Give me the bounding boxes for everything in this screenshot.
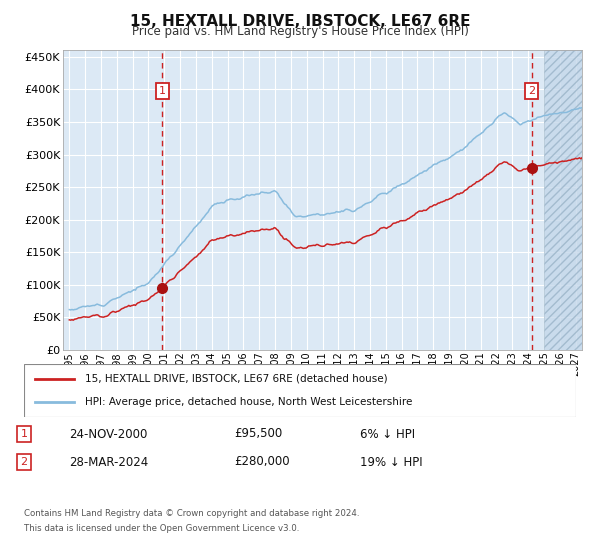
Text: 19% ↓ HPI: 19% ↓ HPI [360, 455, 422, 469]
Bar [544, 50, 582, 350]
Text: 15, HEXTALL DRIVE, IBSTOCK, LE67 6RE: 15, HEXTALL DRIVE, IBSTOCK, LE67 6RE [130, 14, 470, 29]
Text: £95,500: £95,500 [234, 427, 282, 441]
Text: 2: 2 [528, 86, 535, 96]
Text: 24-NOV-2000: 24-NOV-2000 [69, 427, 148, 441]
Text: 2: 2 [20, 457, 28, 467]
Text: 1: 1 [159, 86, 166, 96]
Text: 28-MAR-2024: 28-MAR-2024 [69, 455, 148, 469]
Text: £280,000: £280,000 [234, 455, 290, 469]
Text: 15, HEXTALL DRIVE, IBSTOCK, LE67 6RE (detached house): 15, HEXTALL DRIVE, IBSTOCK, LE67 6RE (de… [85, 374, 388, 384]
Text: 6% ↓ HPI: 6% ↓ HPI [360, 427, 415, 441]
FancyBboxPatch shape [24, 364, 576, 417]
Text: This data is licensed under the Open Government Licence v3.0.: This data is licensed under the Open Gov… [24, 524, 299, 533]
Text: Price paid vs. HM Land Registry's House Price Index (HPI): Price paid vs. HM Land Registry's House … [131, 25, 469, 38]
Text: Contains HM Land Registry data © Crown copyright and database right 2024.: Contains HM Land Registry data © Crown c… [24, 509, 359, 518]
Text: HPI: Average price, detached house, North West Leicestershire: HPI: Average price, detached house, Nort… [85, 397, 412, 407]
Text: 1: 1 [20, 429, 28, 439]
